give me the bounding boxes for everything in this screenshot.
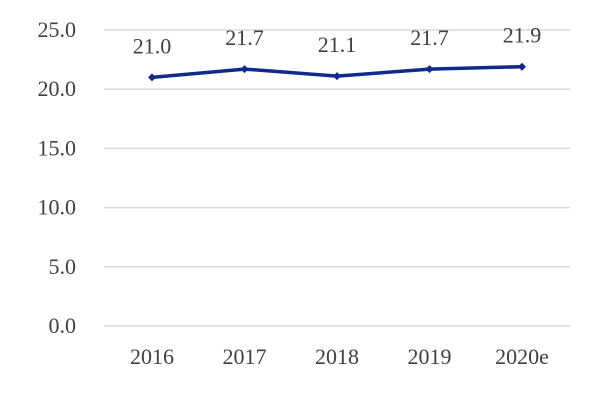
x-tick-label: 2019 <box>408 344 452 369</box>
data-point-marker <box>425 65 434 74</box>
x-axis-tick-labels: 2016 2017 2018 2019 2020e <box>130 344 549 369</box>
y-axis-tick-labels: 0.0 5.0 10.0 15.0 20.0 25.0 <box>38 17 77 338</box>
x-tick-label: 2018 <box>315 344 359 369</box>
x-tick-label: 2017 <box>223 344 267 369</box>
data-point-marker <box>148 73 156 82</box>
data-label: 21.7 <box>410 25 449 50</box>
gridlines <box>104 29 570 327</box>
data-label: 21.1 <box>318 32 357 57</box>
x-tick-label: 2020e <box>495 344 549 369</box>
y-tick-label: 20.0 <box>38 76 77 101</box>
data-point-marker <box>333 72 341 81</box>
data-label: 21.0 <box>133 33 172 58</box>
y-tick-label: 10.0 <box>38 195 77 220</box>
data-label: 21.7 <box>225 25 264 50</box>
y-tick-label: 25.0 <box>38 17 77 42</box>
y-tick-label: 0.0 <box>49 313 77 338</box>
y-tick-label: 5.0 <box>49 254 77 279</box>
data-label: 21.9 <box>503 23 542 48</box>
data-point-marker <box>518 62 526 71</box>
series-layer <box>148 62 526 82</box>
data-labels: 21.0 21.7 21.1 21.7 21.9 <box>133 23 542 59</box>
y-tick-label: 15.0 <box>38 135 77 160</box>
x-tick-label: 2016 <box>130 344 174 369</box>
data-point-marker <box>240 65 249 74</box>
